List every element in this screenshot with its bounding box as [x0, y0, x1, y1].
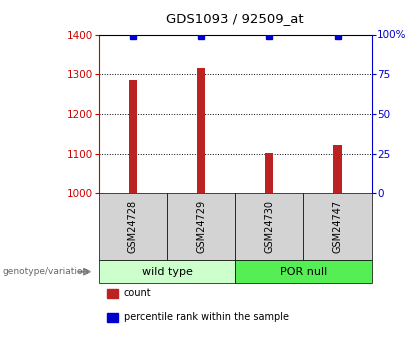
- Bar: [333, 145, 342, 193]
- Text: GSM24730: GSM24730: [264, 200, 274, 253]
- Bar: [197, 68, 205, 193]
- Text: genotype/variation: genotype/variation: [2, 267, 88, 276]
- Text: wild type: wild type: [142, 267, 192, 277]
- Text: GSM24729: GSM24729: [196, 200, 206, 253]
- Text: GSM24747: GSM24747: [333, 200, 343, 253]
- Text: POR null: POR null: [280, 267, 327, 277]
- Text: percentile rank within the sample: percentile rank within the sample: [124, 313, 289, 322]
- Bar: [129, 80, 137, 193]
- Text: GSM24728: GSM24728: [128, 200, 138, 253]
- Bar: [265, 153, 273, 193]
- Text: GDS1093 / 92509_at: GDS1093 / 92509_at: [166, 12, 304, 25]
- Text: count: count: [124, 288, 152, 298]
